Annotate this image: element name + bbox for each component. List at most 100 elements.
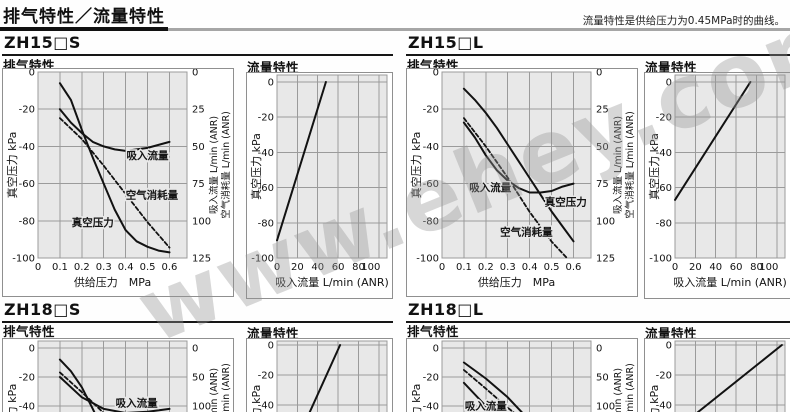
svg-text:20: 20 [689, 262, 702, 273]
svg-text:-100: -100 [251, 254, 274, 265]
svg-text:75: 75 [596, 179, 609, 190]
svg-text:-80: -80 [656, 218, 672, 229]
svg-text:0: 0 [433, 69, 439, 79]
svg-text:-20: -20 [423, 373, 439, 384]
svg-text:20: 20 [291, 262, 304, 273]
svg-text:-100: -100 [649, 254, 672, 265]
svg-text:-20: -20 [656, 371, 672, 382]
svg-text:真空压力 kPa: 真空压力 kPa [249, 133, 263, 200]
flow-chart-zh15s: 0 -20 -40 -60 -80 -100 0 20 40 60 80 100 吸入流量 L/min … [246, 72, 393, 299]
svg-text:真空压力: 真空压力 [545, 196, 587, 209]
svg-text:真空压力 kPa: 真空压力 kPa [647, 133, 661, 200]
svg-text:100: 100 [361, 262, 380, 273]
svg-text:吸入流量 L/min (ANR): 吸入流量 L/min (ANR) [673, 275, 787, 289]
svg-text:0: 0 [672, 262, 678, 273]
svg-text:吸入流量 L/min (ANR): 吸入流量 L/min (ANR) [612, 116, 624, 214]
svg-text:0.6: 0.6 [566, 262, 582, 273]
svg-text:50: 50 [596, 142, 609, 153]
svg-text:真空压力: 真空压力 [72, 216, 114, 229]
svg-text:吸入流量 L/min (ANR): 吸入流量 L/min (ANR) [208, 368, 220, 412]
svg-text:0.4: 0.4 [118, 262, 134, 273]
svg-text:吸入流量 L/min (ANR): 吸入流量 L/min (ANR) [275, 275, 389, 289]
svg-text:0.5: 0.5 [140, 262, 156, 273]
chart-title-exhaust-zh18l: 排气特性 [407, 324, 460, 339]
svg-text:0.1: 0.1 [456, 262, 472, 273]
svg-text:空气消耗量: 空气消耗量 [500, 225, 553, 238]
svg-text:125: 125 [596, 254, 615, 265]
exhaust-chart-zh18l: 0-20-40-60-80-10005010015020025000.10.20… [406, 338, 638, 412]
svg-text:供给压力 MPa: 供给压力 MPa [478, 275, 555, 289]
svg-text:空气消耗量 L/min (ANR): 空气消耗量 L/min (ANR) [624, 363, 636, 412]
model-header-zh15s: ZH15□S [2, 33, 393, 56]
svg-text:真空压力 kPa: 真空压力 kPa [5, 132, 19, 199]
svg-text:0: 0 [596, 344, 602, 355]
svg-text:0: 0 [268, 78, 274, 89]
svg-text:100: 100 [596, 402, 615, 412]
title-rule-gray-segment [168, 28, 790, 31]
svg-text:-20: -20 [258, 371, 274, 382]
title-rule-black-segment [0, 27, 168, 31]
svg-text:0.3: 0.3 [500, 262, 516, 273]
svg-text:-80: -80 [423, 216, 439, 227]
svg-text:吸入流量: 吸入流量 [127, 149, 169, 162]
svg-text:0.2: 0.2 [74, 262, 90, 273]
svg-text:-40: -40 [423, 402, 439, 412]
svg-text:真空压力 kPa: 真空压力 kPa [409, 384, 423, 412]
svg-text:0: 0 [439, 262, 445, 273]
svg-text:-60: -60 [258, 183, 274, 194]
svg-text:0: 0 [29, 69, 35, 79]
svg-text:吸入流量 L/min (ANR): 吸入流量 L/min (ANR) [208, 116, 220, 214]
svg-text:空气消耗量 L/min (ANR): 空气消耗量 L/min (ANR) [220, 111, 232, 219]
svg-text:空气消耗量: 空气消耗量 [126, 188, 179, 201]
svg-text:0: 0 [666, 341, 672, 352]
svg-text:真空压力 kPa: 真空压力 kPa [5, 384, 19, 412]
svg-text:100: 100 [192, 402, 211, 412]
svg-text:-100: -100 [416, 254, 439, 265]
svg-text:-80: -80 [19, 216, 35, 227]
svg-text:0: 0 [192, 344, 198, 355]
svg-text:50: 50 [192, 373, 205, 384]
svg-text:0: 0 [268, 341, 274, 352]
svg-text:-20: -20 [19, 105, 35, 116]
svg-text:-40: -40 [258, 148, 274, 159]
svg-text:吸入流量: 吸入流量 [465, 400, 507, 412]
exhaust-chart-zh15s: 0 -20 -40 -60 -80 -100 0 25 50 75 100 125 0 0.1 0.2 0.3… [2, 68, 234, 297]
svg-text:80: 80 [352, 262, 365, 273]
svg-text:-20: -20 [656, 113, 672, 124]
svg-text:-60: -60 [423, 179, 439, 190]
svg-text:-20: -20 [19, 373, 35, 384]
svg-text:-40: -40 [423, 142, 439, 153]
chart-title-flow-zh15s: 流量特性 [247, 60, 300, 75]
svg-text:0: 0 [29, 344, 35, 355]
svg-text:100: 100 [759, 262, 778, 273]
svg-text:吸入流量: 吸入流量 [116, 397, 158, 410]
svg-text:真空压力 kPa: 真空压力 kPa [409, 132, 423, 199]
model-header-zh18l: ZH18□L [406, 300, 790, 323]
svg-text:0.3: 0.3 [96, 262, 112, 273]
svg-text:-100: -100 [12, 254, 35, 265]
svg-text:0.4: 0.4 [522, 262, 538, 273]
svg-text:40: 40 [709, 262, 722, 273]
svg-text:80: 80 [750, 262, 763, 273]
svg-text:75: 75 [192, 179, 205, 190]
chart-title-flow-zh18s: 流量特性 [247, 326, 300, 341]
svg-text:空气消耗量 L/min (ANR): 空气消耗量 L/min (ANR) [624, 111, 636, 219]
svg-text:供给压力 MPa: 供给压力 MPa [74, 275, 151, 289]
svg-text:-40: -40 [19, 142, 35, 153]
header-note: 流量特性是供给压力为0.45MPa时的曲线。 [582, 15, 785, 27]
svg-text:100: 100 [192, 216, 211, 227]
svg-text:0: 0 [433, 344, 439, 355]
svg-text:0.2: 0.2 [478, 262, 494, 273]
svg-text:0.6: 0.6 [162, 262, 178, 273]
svg-text:-60: -60 [19, 179, 35, 190]
svg-text:0: 0 [666, 78, 672, 89]
svg-text:50: 50 [192, 142, 205, 153]
flow-chart-zh15l: 0 -20 -40 -60 -80 -100 0 20 40 60 80 100 吸入流量 L/min … [644, 72, 790, 299]
exhaust-chart-zh18s: 0-20-40-60-80-10005010015020025000.10.20… [2, 338, 234, 412]
svg-text:0.1: 0.1 [52, 262, 68, 273]
title-rule [0, 27, 790, 31]
svg-text:25: 25 [596, 105, 609, 116]
